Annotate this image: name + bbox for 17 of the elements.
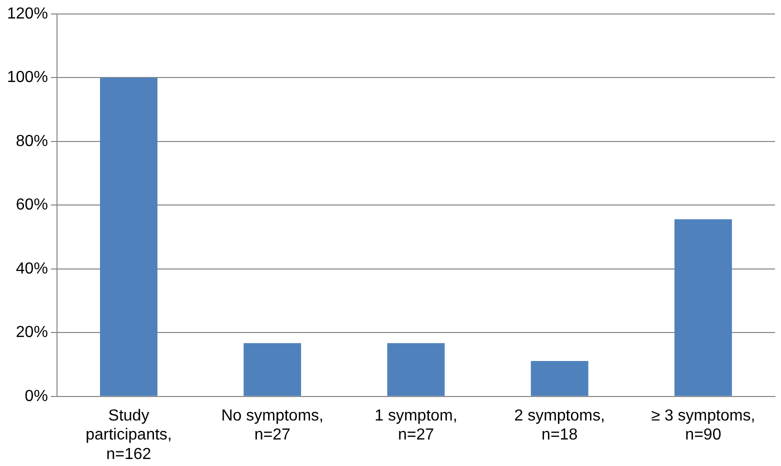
y-tick-label: 100%	[7, 69, 48, 86]
bar	[530, 361, 588, 396]
y-tick-label: 60%	[16, 196, 48, 214]
bar	[100, 78, 158, 396]
y-tick-label: 20%	[16, 324, 48, 342]
y-tick-label: 120%	[7, 5, 48, 22]
bar	[387, 343, 445, 396]
x-tick-label: Study participants, n=162	[86, 407, 172, 463]
bar	[674, 219, 732, 396]
y-tick-label: 0%	[24, 388, 48, 405]
bar	[244, 343, 302, 396]
x-tick-label: ≥ 3 symptoms, n=90	[651, 407, 756, 444]
x-tick-label: 1 symptom, n=27	[374, 407, 458, 444]
y-tick-label: 80%	[16, 132, 48, 150]
x-tick-label: 2 symptoms, n=18	[514, 407, 605, 444]
y-tick-label: 40%	[16, 260, 48, 278]
x-tick-label: No symptoms, n=27	[221, 407, 324, 444]
